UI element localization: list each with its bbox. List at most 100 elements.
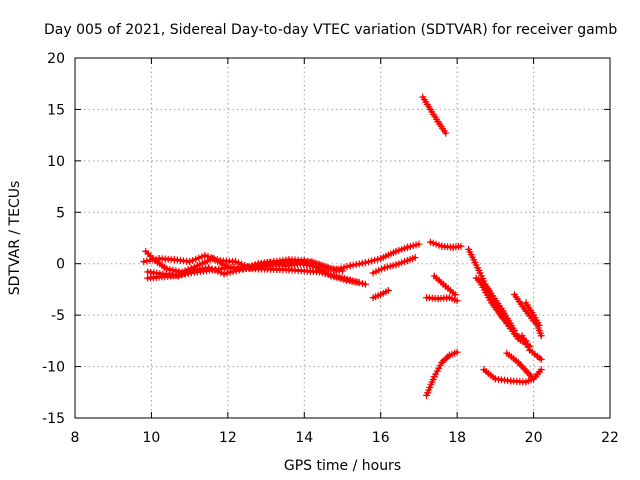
data-point [268,261,276,269]
grid [75,58,610,418]
data-point [326,264,334,272]
series-track-19 [503,349,538,383]
data-point [343,263,351,271]
data-point [457,242,465,250]
data-series [140,93,545,399]
data-point [358,259,366,267]
data-point [189,256,197,264]
data-point [537,366,545,374]
data-point [223,269,231,277]
data-point [163,265,171,273]
ticks [74,57,611,419]
data-point [335,266,343,274]
data-point [308,258,316,266]
series-line [425,350,459,397]
x-axis-label: GPS time / hours [284,458,401,474]
data-point [411,254,419,262]
data-point [374,255,382,263]
data-point [323,264,331,272]
data-point [146,256,154,264]
data-point [166,265,174,273]
data-point [314,260,322,268]
data-point [340,263,348,271]
data-point [317,261,325,269]
data-point [339,267,346,275]
data-point [274,259,282,267]
series-track-11 [423,348,461,399]
data-point [535,321,543,329]
data-point [235,259,243,267]
x-tick-label: 22 [601,430,619,446]
y-tick-label: -15 [42,411,65,427]
data-point [384,286,392,294]
data-point [537,332,545,340]
x-tick-label: 16 [372,430,390,446]
series-line [505,351,536,381]
data-point [355,279,363,287]
data-point [152,255,160,263]
data-point [352,278,360,286]
data-point [169,266,177,274]
x-tick-label: 12 [219,430,237,446]
series-track-12 [465,245,530,345]
data-point [368,257,376,265]
y-axis-label: SDTVAR / TECUs [7,181,23,296]
x-tick-label: 10 [143,430,161,446]
series-track-9 [423,294,461,305]
data-point [349,277,357,285]
data-point [186,258,194,266]
data-point [213,256,221,264]
x-tick-labels: 8 10 12 14 16 18 20 22 [71,430,619,446]
series-line [421,95,448,135]
x-tick-label: 14 [295,430,313,446]
data-point [442,129,450,137]
data-point [220,270,228,278]
series-track-17 [518,332,545,363]
data-point [355,260,363,268]
data-point [352,261,360,269]
data-point [195,254,203,262]
data-point [371,256,379,264]
data-point [201,251,209,259]
data-point [361,280,369,288]
data-point [453,348,461,356]
series-track-7 [419,93,450,137]
series-line [432,274,457,297]
data-point [361,259,369,267]
data-point [332,266,340,274]
data-point [204,253,212,261]
data-point [320,263,328,271]
data-point [143,257,151,265]
x-tick-label: 8 [71,430,80,446]
series-track-8 [426,238,465,251]
data-point [311,259,319,267]
data-point [226,268,234,276]
y-tick-label: 15 [47,102,65,118]
y-tick-labels: -15 -10 -5 0 5 10 15 20 [42,51,65,427]
x-tick-label: 20 [525,430,543,446]
data-point [265,261,273,269]
data-point [232,258,239,266]
data-point [349,261,357,269]
data-point [149,256,157,264]
data-point [238,260,246,268]
y-tick-label: -5 [51,308,65,324]
series-track-6 [369,286,392,302]
y-tick-label: 0 [56,257,65,273]
data-point [453,297,461,305]
data-point [210,255,218,263]
series-track-5 [369,254,419,277]
y-tick-label: -10 [42,360,65,376]
series-track-4 [144,264,369,288]
data-point [364,258,372,266]
data-point [510,327,518,335]
x-tick-label: 18 [448,430,466,446]
series-track-14 [472,274,518,335]
data-point [451,291,459,299]
data-point [207,254,215,262]
data-point [198,253,206,261]
plot-frame [74,57,611,419]
data-point [140,258,148,266]
series-track-3 [140,251,346,275]
